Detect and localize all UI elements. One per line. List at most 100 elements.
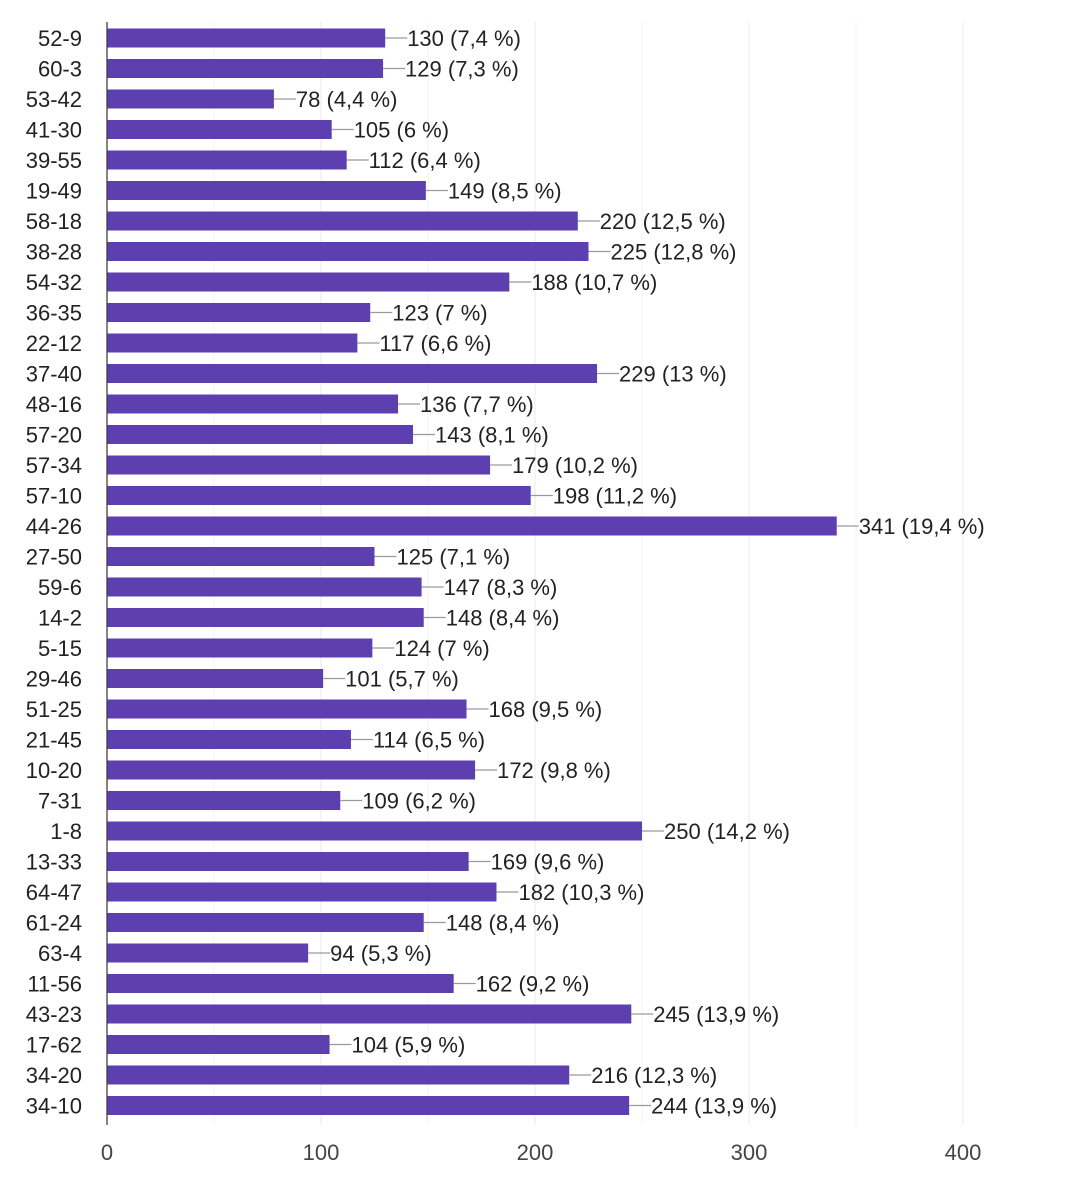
value-label: 109 (6,2 %) [362, 789, 476, 814]
bar [107, 486, 531, 505]
bar-layer [107, 28, 837, 1115]
category-label: 36-35 [26, 301, 82, 326]
bar [107, 547, 375, 566]
value-label: 245 (13,9 %) [653, 1002, 779, 1027]
category-label: 22-12 [26, 331, 82, 356]
x-tick-label: 200 [517, 1140, 554, 1165]
value-label: 147 (8,3 %) [444, 575, 558, 600]
bar [107, 364, 598, 383]
category-label: 61-24 [26, 911, 82, 936]
value-label: 225 (12,8 %) [611, 240, 737, 265]
value-label: 188 (10,7 %) [531, 270, 657, 295]
value-label: 148 (8,4 %) [446, 606, 560, 631]
category-label: 17-62 [26, 1033, 82, 1058]
value-label: 162 (9,2 %) [476, 972, 590, 997]
bar [107, 59, 384, 78]
axis-layer: 0 100 200 300 400 [101, 22, 981, 1165]
category-label: 43-23 [26, 1002, 82, 1027]
label-layer: 52-9 130 (7,4 %) 60-3 129 (7,3 %) 53-42 78 (4… [26, 26, 985, 1119]
value-label: 94 (5,3 %) [330, 941, 432, 966]
bar [107, 974, 454, 993]
category-label: 63-4 [38, 941, 82, 966]
bar [107, 272, 510, 292]
value-label: 216 (12,3 %) [591, 1063, 717, 1088]
bar [107, 303, 371, 322]
category-label: 64-47 [26, 880, 82, 905]
value-label: 104 (5,9 %) [352, 1033, 466, 1058]
bar [107, 1096, 630, 1115]
x-tick-label: 300 [731, 1140, 768, 1165]
category-label: 37-40 [26, 362, 82, 387]
value-label: 78 (4,4 %) [296, 87, 398, 112]
bar [107, 699, 467, 719]
bar [107, 150, 347, 170]
x-tick-label: 100 [303, 1140, 340, 1165]
category-label: 59-6 [38, 575, 82, 600]
bar [107, 1004, 632, 1024]
bar [107, 181, 426, 200]
category-label: 60-3 [38, 57, 82, 82]
value-label: 130 (7,4 %) [407, 26, 521, 51]
value-label: 149 (8,5 %) [448, 179, 562, 204]
value-label: 182 (10,3 %) [518, 880, 644, 905]
value-label: 198 (11,2 %) [553, 484, 677, 509]
value-label: 143 (8,1 %) [435, 423, 549, 448]
category-label: 58-18 [26, 209, 82, 234]
value-label: 172 (9,8 %) [497, 758, 611, 783]
value-label: 250 (14,2 %) [664, 819, 790, 844]
category-label: 5-15 [38, 636, 82, 661]
value-label: 105 (6 %) [354, 118, 449, 143]
category-label: 21-45 [26, 728, 82, 753]
category-label: 27-50 [26, 545, 82, 570]
bar [107, 333, 358, 353]
category-label: 41-30 [26, 118, 82, 143]
category-label: 52-9 [38, 26, 82, 51]
value-label: 112 (6,4 %) [369, 148, 481, 173]
bar [107, 425, 414, 444]
value-label: 123 (7 %) [392, 301, 487, 326]
value-label: 169 (9,6 %) [491, 850, 605, 875]
category-label: 38-28 [26, 240, 82, 265]
category-label: 39-55 [26, 148, 82, 173]
category-label: 29-46 [26, 667, 82, 692]
value-label: 114 (6,5 %) [373, 728, 485, 753]
bar [107, 730, 351, 749]
bar [107, 577, 422, 597]
value-label: 117 (6,6 %) [379, 331, 491, 356]
category-label: 11-56 [27, 972, 82, 997]
category-label: 10-20 [26, 758, 82, 783]
value-label: 136 (7,7 %) [420, 392, 534, 417]
bar [107, 943, 309, 963]
bar [107, 791, 341, 810]
x-tick-label: 400 [945, 1140, 982, 1165]
value-label: 129 (7,3 %) [405, 57, 519, 82]
bar [107, 28, 386, 48]
category-label: 57-34 [26, 453, 82, 478]
value-label: 125 (7,1 %) [397, 545, 511, 570]
bar [107, 211, 578, 231]
bar [107, 852, 469, 871]
bar [107, 608, 424, 627]
value-label: 220 (12,5 %) [600, 209, 726, 234]
bar [107, 1035, 330, 1054]
bar [107, 882, 497, 902]
category-label: 34-20 [26, 1063, 82, 1088]
bar [107, 455, 491, 475]
category-label: 44-26 [26, 514, 82, 539]
value-label: 101 (5,7 %) [345, 667, 459, 692]
value-label: 124 (7 %) [394, 636, 489, 661]
category-label: 51-25 [26, 697, 82, 722]
category-label: 13-33 [26, 850, 82, 875]
value-label: 244 (13,9 %) [651, 1094, 777, 1119]
bar [107, 760, 476, 780]
bar [107, 669, 324, 688]
bar [107, 394, 399, 414]
value-label: 148 (8,4 %) [446, 911, 560, 936]
category-label: 48-16 [26, 392, 82, 417]
bar [107, 89, 274, 109]
category-label: 14-2 [38, 606, 82, 631]
x-tick-label: 0 [101, 1140, 113, 1165]
value-label: 179 (10,2 %) [512, 453, 638, 478]
